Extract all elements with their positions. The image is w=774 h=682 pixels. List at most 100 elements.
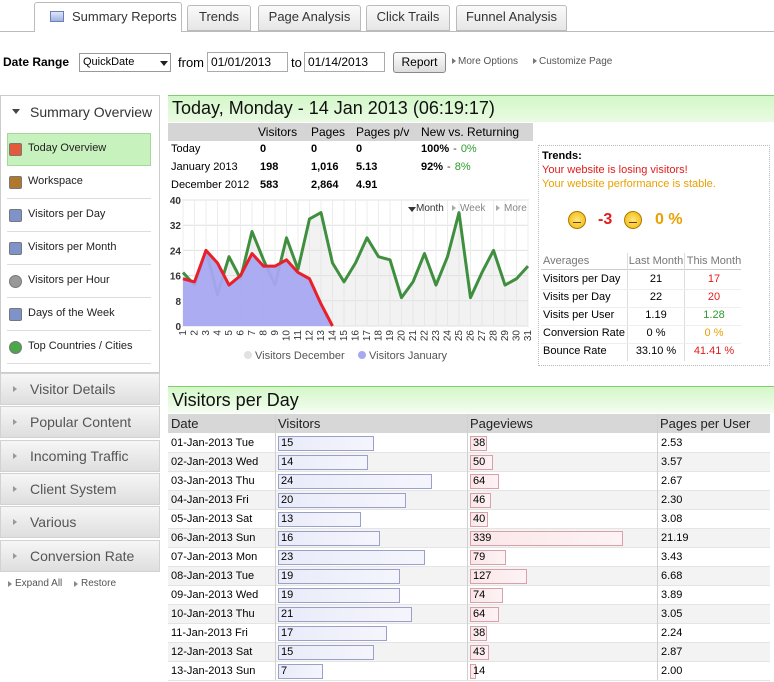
pages-per-user: 2.00 bbox=[661, 665, 683, 677]
sidebar-item[interactable]: Workspace bbox=[28, 175, 83, 187]
separator: - bbox=[447, 161, 451, 173]
x-tick-label: 10 bbox=[282, 330, 293, 342]
visitors-bar bbox=[278, 531, 381, 546]
performance-change: 0 % bbox=[655, 211, 683, 228]
series-line bbox=[182, 248, 334, 327]
x-tick-label: 19 bbox=[385, 330, 396, 342]
sidebar-section[interactable] bbox=[0, 439, 160, 472]
visitors-value: 17 bbox=[281, 627, 294, 639]
customize-page-link[interactable]: Customize Page bbox=[539, 56, 613, 67]
x-tick-label: 11 bbox=[293, 330, 304, 341]
x-tick-label: 30 bbox=[512, 330, 523, 342]
legend-marker bbox=[244, 351, 252, 359]
averages-this: 0 % bbox=[704, 327, 724, 339]
vpd-table-header bbox=[168, 414, 770, 433]
today-title: Today, Monday - 14 Jan 2013 (06:19:17) bbox=[172, 98, 495, 118]
sidebar-title[interactable]: Summary Overview bbox=[30, 104, 153, 120]
x-tick-label: 21 bbox=[408, 330, 419, 342]
quickdate-select[interactable]: QuickDate bbox=[79, 53, 171, 72]
pages-per-user: 3.08 bbox=[661, 513, 683, 525]
from-input[interactable]: 01/01/2013 bbox=[207, 52, 288, 72]
pageviews-bar bbox=[470, 512, 489, 527]
pageviews-bar bbox=[470, 493, 491, 508]
sidebar-item[interactable]: Top Countries / Cities bbox=[28, 340, 133, 352]
today-cell: 0 bbox=[311, 143, 318, 155]
sidebar-section-label[interactable]: Visitor Details bbox=[30, 381, 116, 397]
x-tick-label: 26 bbox=[466, 330, 477, 342]
averages-label: Visits per Day bbox=[543, 291, 611, 303]
vpd-date: 10-Jan-2013 Thu bbox=[171, 608, 255, 620]
tab[interactable]: Page Analysis bbox=[258, 5, 361, 31]
sidebar-section[interactable] bbox=[0, 406, 160, 439]
averages-column: Averages bbox=[543, 255, 590, 267]
pageviews-bar bbox=[470, 626, 488, 641]
more-options-link[interactable]: More Options bbox=[458, 56, 519, 67]
x-tick-label: 3 bbox=[201, 330, 212, 336]
sidebar-section-label[interactable]: Popular Content bbox=[30, 414, 132, 431]
sidebar-item[interactable]: Today Overview bbox=[28, 142, 107, 154]
averages-rule bbox=[541, 269, 741, 270]
arrow-icon bbox=[13, 519, 17, 526]
vpd-date: 03-Jan-2013 Thu bbox=[171, 475, 255, 487]
sidebar-section[interactable] bbox=[0, 506, 160, 539]
vpd-column: Visitors bbox=[278, 416, 321, 431]
today-cell: 583 bbox=[260, 179, 279, 191]
to-input[interactable]: 01/14/2013 bbox=[304, 52, 385, 72]
trend-message: Your website performance is stable. bbox=[542, 178, 716, 190]
x-tick-label: 12 bbox=[305, 330, 316, 342]
pageviews-value: 50 bbox=[473, 456, 486, 468]
y-tick-label: 16 bbox=[170, 272, 181, 283]
chart-control[interactable]: More bbox=[504, 203, 527, 214]
separator: - bbox=[453, 143, 457, 155]
sidebar-divider bbox=[7, 297, 151, 298]
vpd-column: Pageviews bbox=[470, 416, 533, 431]
sidebar-section-label[interactable]: Various bbox=[30, 514, 77, 531]
tab[interactable]: Trends bbox=[187, 5, 251, 31]
tab[interactable]: Funnel Analysis bbox=[456, 5, 567, 31]
x-tick-label: 29 bbox=[500, 330, 511, 342]
x-tick-label: 16 bbox=[351, 330, 362, 342]
sidebar-divider bbox=[7, 231, 151, 232]
x-tick-label: 6 bbox=[236, 330, 247, 336]
pageviews-bar bbox=[470, 607, 499, 622]
chart-control[interactable]: Month bbox=[416, 203, 444, 214]
sidebar-section[interactable] bbox=[0, 539, 160, 572]
pageviews-value: 40 bbox=[473, 513, 486, 525]
sidebar-item[interactable]: Days of the Week bbox=[28, 307, 115, 319]
pages-per-user: 3.05 bbox=[661, 608, 683, 620]
y-tick-label: 8 bbox=[175, 297, 181, 308]
new-vs-returning: 92% -8% bbox=[421, 161, 471, 173]
returning-share: 8% bbox=[454, 161, 471, 173]
x-tick-label: 25 bbox=[454, 330, 465, 342]
restore-link[interactable]: Restore bbox=[81, 578, 117, 589]
today-cell: 1,016 bbox=[311, 161, 339, 173]
pages-per-user: 3.89 bbox=[661, 589, 683, 601]
visitors-bar bbox=[278, 512, 362, 527]
sidebar-section-label[interactable]: Conversion Rate bbox=[30, 547, 135, 564]
report-button[interactable]: Report bbox=[393, 52, 446, 73]
vpd-header bbox=[168, 386, 774, 413]
arrow-icon bbox=[408, 207, 416, 212]
visitors-value: 23 bbox=[281, 551, 294, 563]
sidebar-item[interactable]: Visitors per Month bbox=[28, 241, 117, 253]
x-tick-label: 9 bbox=[270, 330, 281, 336]
expand-all-link[interactable]: Expand All bbox=[15, 578, 63, 589]
today-cell: 198 bbox=[260, 161, 279, 173]
sidebar-section[interactable] bbox=[0, 472, 160, 505]
pageviews-value: 38 bbox=[473, 627, 486, 639]
sidebar-item[interactable]: Visitors per Day bbox=[28, 208, 106, 220]
y-tick-label: 0 bbox=[175, 322, 181, 333]
chart-control[interactable]: Week bbox=[460, 203, 486, 214]
sidebar-section-label[interactable]: Client System bbox=[30, 480, 117, 497]
trends-title: Trends: bbox=[542, 150, 582, 162]
y-tick-label: 40 bbox=[170, 196, 181, 207]
sidebar-section[interactable] bbox=[0, 373, 160, 405]
pageviews-value: 127 bbox=[473, 570, 492, 582]
tab[interactable]: Click Trails bbox=[366, 5, 450, 31]
sidebar-item[interactable]: Visitors per Hour bbox=[28, 274, 110, 286]
sidebar-icon bbox=[9, 308, 22, 321]
pageviews-bar bbox=[470, 588, 504, 603]
arrow-icon bbox=[13, 485, 17, 492]
sidebar-section-label[interactable]: Incoming Traffic bbox=[30, 447, 129, 464]
